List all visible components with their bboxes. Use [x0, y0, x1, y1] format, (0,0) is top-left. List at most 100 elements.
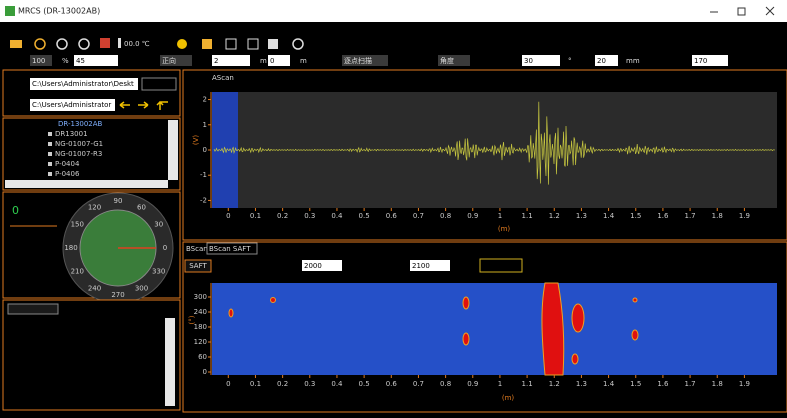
- tree-item[interactable]: NG-01007-R3: [55, 150, 102, 158]
- play-icon[interactable]: [34, 38, 46, 50]
- tab-active[interactable]: [206, 242, 258, 255]
- warning-icon[interactable]: [177, 39, 187, 49]
- x-tick-label: 1.8: [712, 380, 723, 388]
- tab[interactable]: BScan: [186, 245, 208, 253]
- dropdown[interactable]: [438, 55, 470, 66]
- y-tick-label: 180: [194, 323, 207, 331]
- tree-item[interactable]: NG-01007-G1: [55, 140, 103, 148]
- scrollbar[interactable]: [168, 120, 178, 180]
- y-axis-label: (°): [188, 315, 196, 324]
- path-field[interactable]: [30, 99, 115, 111]
- defect: [632, 297, 638, 303]
- field[interactable]: [479, 258, 523, 273]
- x-tick-label: 0.5: [359, 212, 370, 220]
- y-tick-label: 2: [203, 96, 207, 104]
- x-tick-label: 1.7: [685, 380, 696, 388]
- scrollbar[interactable]: [165, 318, 175, 406]
- tree-item[interactable]: P-0404: [55, 160, 80, 168]
- temperature: 00.0 ℃: [124, 40, 150, 48]
- defect: [270, 297, 276, 303]
- param-text: 逐点扫描: [344, 56, 372, 65]
- y-tick-label: -2: [200, 196, 207, 204]
- tool-icon[interactable]: [202, 39, 212, 49]
- restore[interactable]: [737, 7, 746, 16]
- close[interactable]: [765, 6, 775, 16]
- x-tick-label: 0.8: [440, 380, 451, 388]
- x-tick-label: 0.5: [359, 380, 370, 388]
- tree-icon: [48, 162, 52, 166]
- path-text: C:\Users\Administrator\Deskt: [32, 80, 134, 88]
- tree-icon: [48, 142, 52, 146]
- toolbar: [0, 22, 787, 52]
- saft-button[interactable]: [184, 259, 212, 273]
- refresh-icon[interactable]: [292, 38, 304, 50]
- param-text: m: [300, 57, 307, 65]
- x-tick-label: 0.8: [440, 212, 451, 220]
- x-axis-label: (m): [502, 394, 515, 402]
- param-text: %: [62, 57, 69, 65]
- stop-icon[interactable]: [56, 38, 68, 50]
- dial-label: 30: [154, 221, 163, 229]
- tool-icon[interactable]: [247, 38, 259, 50]
- tool-icon[interactable]: [225, 38, 237, 50]
- dial-label: 240: [88, 285, 101, 293]
- list-panel: [2, 299, 181, 411]
- path-button[interactable]: [141, 77, 177, 91]
- input[interactable]: [522, 55, 560, 66]
- dial-label: 330: [152, 268, 165, 276]
- input[interactable]: [692, 55, 728, 66]
- input[interactable]: [268, 55, 290, 66]
- x-tick-label: 0.3: [304, 380, 315, 388]
- dropdown[interactable]: [342, 55, 388, 66]
- param-text: 45: [76, 57, 85, 65]
- tool-icon[interactable]: [100, 38, 110, 48]
- defect: [462, 296, 470, 310]
- input[interactable]: [595, 55, 618, 66]
- settings-icon[interactable]: [78, 38, 90, 50]
- tree-item[interactable]: DR13001: [55, 130, 88, 138]
- window-title: MRCS (DR-13002AB): [18, 7, 100, 16]
- app-icon: [5, 6, 15, 16]
- tree-item[interactable]: P-0406: [55, 170, 80, 178]
- tree: DR-13002AB DR13001 NG-01007-G1 NG-01007-R3 P…: [48, 120, 103, 178]
- x-tick-label: 0.6: [386, 380, 398, 388]
- path-field[interactable]: [30, 78, 138, 90]
- param-text: 30: [524, 57, 533, 65]
- bscan-plot: [212, 283, 777, 375]
- x-tick-label: 0: [226, 212, 230, 220]
- dropdown[interactable]: [30, 55, 52, 66]
- defect: [571, 303, 585, 333]
- x-tick-label: 1.9: [739, 380, 750, 388]
- ascan-title: AScan: [212, 74, 234, 82]
- param-text: mm: [626, 57, 640, 65]
- field[interactable]: [302, 260, 342, 271]
- tree-item[interactable]: DR-13002AB: [58, 120, 103, 128]
- y-tick-label: 0: [203, 146, 207, 154]
- y-tick-label: 60: [198, 353, 207, 361]
- input[interactable]: [212, 55, 250, 66]
- defect: [571, 353, 579, 365]
- field[interactable]: [410, 260, 450, 271]
- tab[interactable]: BScan SAFT: [209, 245, 251, 253]
- param-text: 0: [270, 57, 274, 65]
- defects: [228, 282, 639, 376]
- dial-label: 90: [114, 197, 123, 205]
- y-tick-label: 0: [203, 368, 207, 376]
- param-text: 2: [214, 57, 218, 65]
- x-tick-label: 1.8: [712, 212, 723, 220]
- defect: [462, 332, 470, 346]
- nav-arrows[interactable]: [119, 101, 168, 110]
- dropdown[interactable]: [160, 55, 192, 66]
- x-tick-label: 1.3: [576, 212, 587, 220]
- thermo-icon: [118, 38, 121, 48]
- x-tick-label: 0.9: [467, 212, 478, 220]
- tool-icon[interactable]: [268, 39, 278, 49]
- param-text: 170: [694, 57, 707, 65]
- scrollbar[interactable]: [5, 180, 168, 188]
- tree-icon: [48, 132, 52, 136]
- input[interactable]: [74, 55, 118, 66]
- open-icon[interactable]: [10, 40, 22, 48]
- x-tick-label: 1.1: [522, 380, 533, 388]
- x-tick-label: 1.5: [630, 380, 641, 388]
